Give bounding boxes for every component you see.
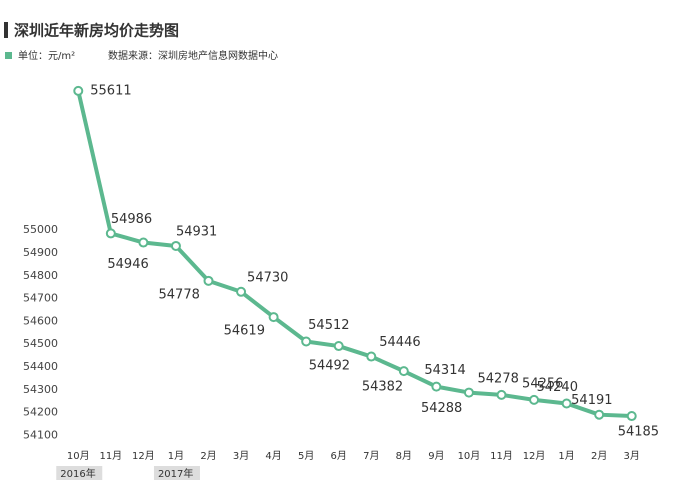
x-tick-label: 4月 bbox=[265, 450, 281, 462]
y-tick-label: 54300 bbox=[23, 383, 58, 396]
marker bbox=[398, 366, 409, 377]
marker bbox=[333, 341, 344, 352]
y-tick-label: 54200 bbox=[23, 406, 58, 419]
year-label: 2017年 bbox=[158, 467, 193, 480]
value-label: 54778 bbox=[159, 287, 200, 302]
year-band bbox=[56, 466, 103, 480]
source: 数据来源：深圳房地产信息网数据中心 bbox=[108, 49, 278, 62]
marker bbox=[170, 240, 181, 251]
value-label: 54185 bbox=[618, 425, 659, 440]
marker bbox=[105, 228, 116, 239]
chart-title: 深圳近年新房均价走势图 bbox=[14, 22, 179, 40]
year-band bbox=[153, 466, 200, 480]
value-label: 54314 bbox=[424, 363, 465, 378]
x-tick-label: 2月 bbox=[591, 450, 607, 462]
x-tick-label: 1月 bbox=[558, 450, 574, 462]
value-label: 54240 bbox=[537, 380, 578, 395]
value-label: 55611 bbox=[90, 83, 131, 98]
x-tick-label: 11月 bbox=[99, 450, 122, 462]
unit: 单位：元/m² bbox=[18, 49, 75, 62]
marker bbox=[463, 387, 474, 398]
x-tick-label: 3月 bbox=[233, 450, 249, 462]
value-label: 54492 bbox=[309, 359, 350, 374]
x-tick-label: 12月 bbox=[523, 450, 546, 462]
x-tick-label: 11月 bbox=[490, 450, 513, 462]
x-tick-label: 10月 bbox=[67, 450, 90, 462]
marker bbox=[138, 237, 149, 248]
marker bbox=[236, 286, 247, 297]
marker bbox=[301, 336, 312, 347]
marker bbox=[431, 381, 442, 392]
x-tick-label: 9月 bbox=[428, 450, 444, 462]
x-tick-label: 7月 bbox=[363, 450, 379, 462]
x-tick-label: 2月 bbox=[200, 450, 216, 462]
marker bbox=[496, 389, 507, 400]
marker bbox=[73, 85, 84, 96]
marker bbox=[366, 351, 377, 362]
x-tick-label: 5月 bbox=[298, 450, 314, 462]
value-label: 54191 bbox=[571, 393, 612, 408]
year-label: 2016年 bbox=[60, 467, 95, 480]
value-label: 54946 bbox=[107, 257, 148, 272]
x-tick-label: 3月 bbox=[624, 450, 640, 462]
value-label: 54278 bbox=[478, 371, 519, 386]
value-label: 54512 bbox=[308, 318, 349, 333]
value-label: 54986 bbox=[111, 212, 152, 227]
x-tick-label: 6月 bbox=[331, 450, 347, 462]
y-tick-label: 54400 bbox=[23, 360, 58, 373]
value-label: 54288 bbox=[421, 401, 462, 416]
title-bar bbox=[4, 22, 8, 38]
x-tick-label: 12月 bbox=[132, 450, 155, 462]
value-label: 54730 bbox=[247, 270, 288, 285]
value-label: 54446 bbox=[379, 335, 420, 350]
y-tick-label: 54500 bbox=[23, 337, 58, 350]
unit-marker bbox=[5, 52, 12, 59]
y-tick-label: 54700 bbox=[23, 292, 58, 305]
y-tick-label: 54600 bbox=[23, 314, 58, 327]
marker bbox=[561, 398, 572, 409]
marker bbox=[626, 411, 637, 422]
y-tick-label: 54800 bbox=[23, 269, 58, 282]
value-label: 54256 bbox=[522, 376, 563, 391]
x-tick-label: 1月 bbox=[168, 450, 184, 462]
x-tick-label: 8月 bbox=[396, 450, 412, 462]
value-label: 54931 bbox=[176, 224, 217, 239]
marker bbox=[529, 394, 540, 405]
marker bbox=[268, 312, 279, 323]
marker bbox=[203, 275, 214, 286]
line bbox=[76, 90, 632, 419]
y-tick-label: 54900 bbox=[23, 246, 58, 259]
y-tick-label: 55000 bbox=[23, 223, 58, 236]
value-label: 54382 bbox=[362, 380, 403, 395]
x-tick-label: 10月 bbox=[458, 450, 481, 462]
value-label: 54619 bbox=[224, 324, 265, 339]
marker bbox=[594, 409, 605, 420]
y-tick-label: 54100 bbox=[23, 428, 58, 441]
